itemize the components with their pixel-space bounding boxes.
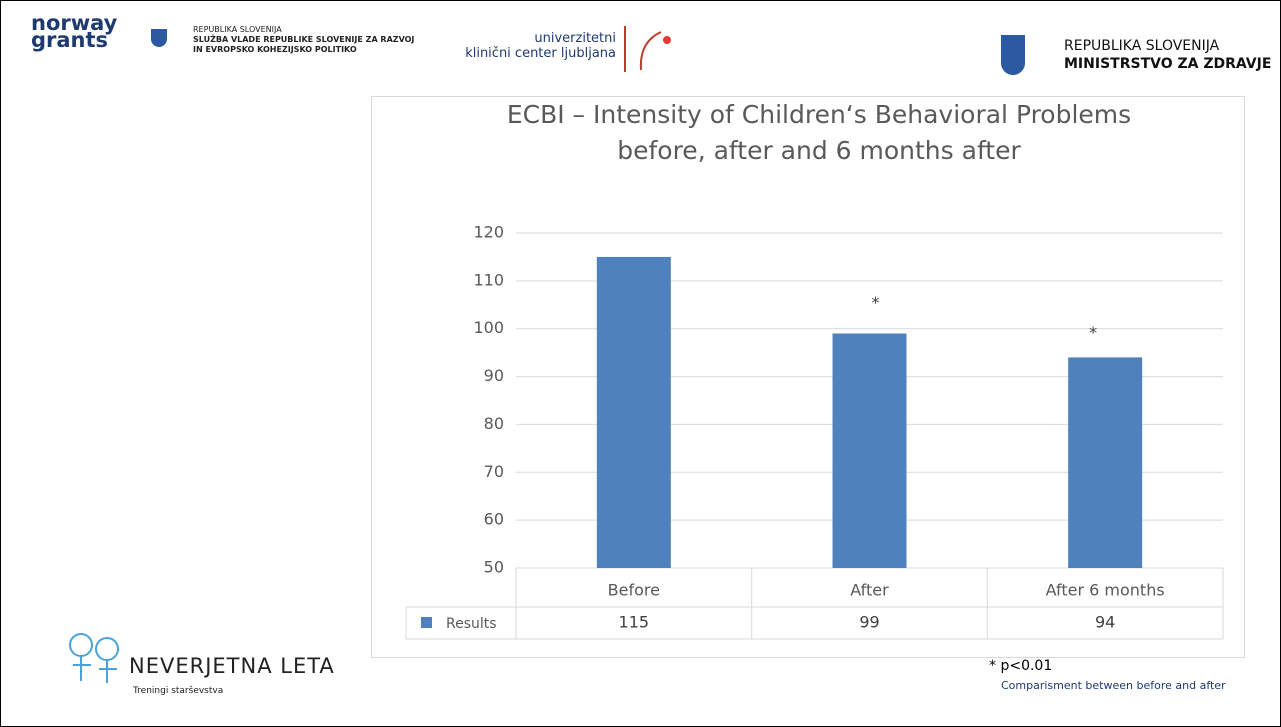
bar: [596, 256, 671, 568]
footnote: Comparisment between before and after: [1001, 679, 1226, 692]
ukc-logo: univerzitetni klinični center ljubljana: [456, 31, 616, 61]
logo-text: REPUBLIKA SLOVENIJA: [193, 25, 282, 34]
y-tick-label: 100: [473, 318, 504, 337]
table-value: 99: [859, 613, 879, 632]
footer-logo-name: NEVERJETNA LETA: [129, 654, 335, 678]
logo-text: IN EVROPSKO KOHEZIJSKO POLITIKO: [193, 45, 357, 54]
crest: [151, 29, 167, 47]
legend-swatch: [421, 617, 432, 628]
kids-icon: [69, 633, 119, 683]
ukc-mark: [624, 26, 671, 72]
y-tick-label: 80: [484, 414, 504, 433]
logo-text: norway: [31, 11, 118, 35]
chart-title: before, after and 6 months after: [617, 136, 1021, 165]
bar-annotation: *: [872, 293, 880, 312]
norway-logo: norway grants: [31, 11, 118, 52]
logo-text: grants: [31, 28, 109, 52]
logo-text: SLUŽBA VLADE REPUBLIKE SLOVENIJE ZA RAZV…: [193, 35, 415, 44]
x-tick-label: After 6 months: [1046, 581, 1165, 600]
table-value: 115: [619, 613, 650, 632]
y-tick-label: 120: [473, 223, 504, 242]
logo-text: univerzitetni: [534, 31, 616, 46]
footer-logo-subtitle: Treningi starševstva: [133, 686, 224, 696]
chart-title: ECBI – Intensity of Children‘s Behaviora…: [507, 100, 1131, 129]
logo-text: klinični center ljubljana: [465, 46, 616, 61]
x-tick-label: Before: [608, 581, 660, 600]
bar: [1068, 357, 1143, 568]
y-tick-label: 110: [473, 270, 504, 289]
crest: [1001, 35, 1025, 75]
logo-text: MINISTRSTVO ZA ZDRAVJE: [1064, 56, 1272, 72]
table-value: 94: [1095, 613, 1115, 632]
logo-text: REPUBLIKA SLOVENIJA: [1064, 38, 1220, 54]
y-tick-label: 70: [484, 462, 504, 481]
y-tick-label: 50: [484, 558, 504, 577]
y-tick-label: 60: [484, 510, 504, 529]
y-tick-label: 90: [484, 366, 504, 385]
x-tick-label: After: [850, 581, 889, 600]
bar: [832, 333, 907, 568]
chart-frame: [371, 96, 1245, 658]
bar-annotation: *: [1089, 323, 1097, 342]
ministry-logo: REPUBLIKA SLOVENIJA MINISTRSTVO ZA ZDRAV…: [1064, 37, 1271, 73]
footnote: * p<0.01: [989, 658, 1052, 674]
gov-logo: REPUBLIKA SLOVENIJA SLUŽBA VLADE REPUBLI…: [193, 25, 414, 55]
legend-label: Results: [446, 616, 497, 632]
